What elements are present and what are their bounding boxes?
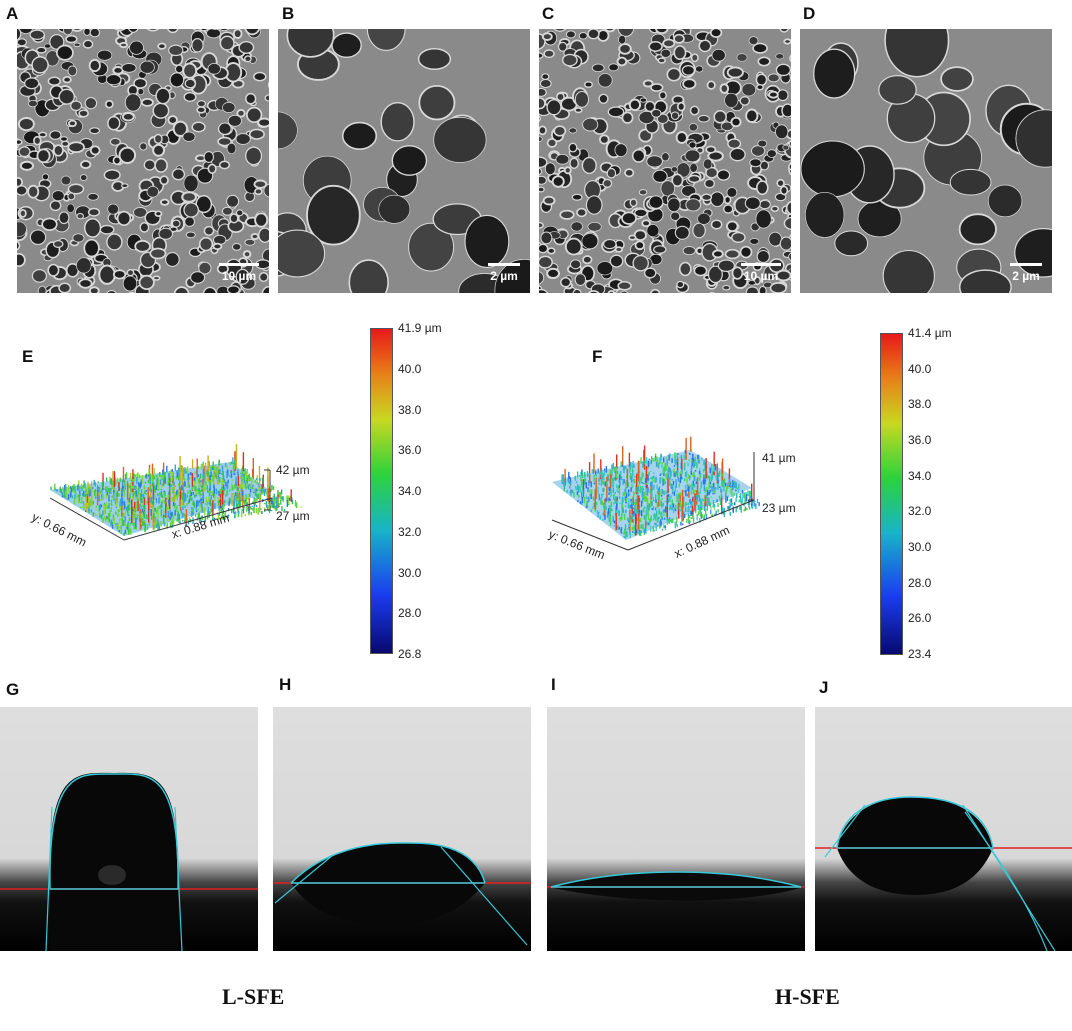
panel-label-e: E	[22, 347, 34, 366]
scale-text-c: 10 µm	[743, 269, 779, 283]
colorbar-tick-f: 34.0	[908, 468, 932, 483]
droplet-image-i	[547, 707, 805, 951]
colorbar-tick-f: 41.4 µm	[908, 326, 952, 340]
colorbar-tick-e: 30.0	[398, 565, 422, 580]
group-label-h-sfe: H-SFE	[775, 984, 840, 1009]
panel-label-g: G	[6, 680, 20, 699]
colorbar-tick-f: 26.0	[908, 611, 932, 626]
droplet-image-h	[273, 707, 531, 951]
z-top-label-e: 42 µm	[276, 463, 310, 477]
colorbar-e	[370, 328, 393, 654]
colorbar-tick-f: 28.0	[908, 575, 932, 590]
panel-label-h: H	[279, 675, 292, 694]
colorbar-tick-e: 41.9 µm	[398, 321, 442, 335]
z-bottom-label-f: 23 µm	[762, 501, 796, 515]
droplet-image-j	[815, 707, 1072, 951]
sem-image-b: 2 µm	[278, 29, 530, 293]
scale-bar-c: 10 µm	[741, 263, 781, 283]
colorbar-tick-f: 23.4	[908, 647, 932, 661]
scale-bar-a: 10 µm	[219, 263, 259, 283]
scale-text-d: 2 µm	[1012, 269, 1040, 283]
sem-image-c: 10 µm	[539, 29, 791, 293]
z-top-label-f: 41 µm	[762, 451, 796, 465]
colorbar-tick-e: 28.0	[398, 606, 422, 621]
colorbar-tick-f: 36.0	[908, 433, 932, 447]
colorbar-tick-e: 26.8	[398, 647, 422, 661]
scale-text-a: 10 µm	[221, 269, 257, 283]
panel-label-c: C	[542, 4, 555, 23]
colorbar-tick-e: 34.0	[398, 484, 422, 498]
colorbar-tick-f: 38.0	[908, 397, 932, 412]
panel-label-d: D	[803, 4, 816, 23]
y-axis-label-f-text: y: 0.66 mm	[546, 527, 608, 563]
surface-plot-e: 42 µm 27 µm	[49, 444, 310, 541]
colorbar-tick-e: 32.0	[398, 524, 422, 539]
colorbar-tick-f: 40.0	[908, 361, 932, 376]
z-bottom-label-e: 27 µm	[276, 509, 310, 523]
colorbar-tick-f: 32.0	[908, 504, 932, 519]
scale-bar-b: 2 µm	[488, 263, 520, 283]
panel-label-j: J	[819, 678, 829, 697]
x-axis-label-f-text: x: 0.88 mm	[672, 522, 732, 561]
colorbar-tick-e: 40.0	[398, 361, 422, 376]
group-label-l-sfe: L-SFE	[222, 984, 285, 1009]
droplet-image-g	[0, 707, 258, 951]
sem-image-d: 2 µm	[800, 29, 1052, 293]
colorbar-tick-e: 36.0	[398, 443, 422, 458]
panel-label-b: B	[282, 4, 295, 23]
scale-text-b: 2 µm	[490, 269, 518, 283]
sem-image-a: 10 µm	[17, 29, 269, 293]
panel-label-i: I	[551, 675, 556, 694]
panel-label-a: A	[6, 4, 19, 23]
scale-bar-d: 2 µm	[1010, 263, 1042, 283]
colorbar-tick-e: 38.0	[398, 402, 422, 417]
panel-label-f: F	[592, 347, 603, 366]
colorbar-tick-f: 30.0	[908, 540, 932, 554]
colorbar-f	[880, 333, 903, 655]
